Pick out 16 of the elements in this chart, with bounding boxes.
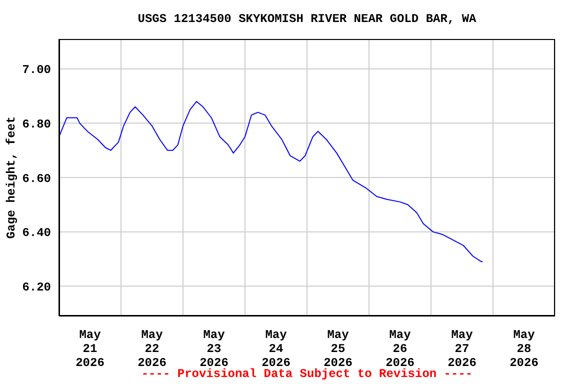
x-tick-label: May 28 2026 [510,328,538,370]
y-tick-label: 6.60 [22,172,51,186]
y-tick-label: 7.00 [22,63,51,78]
y-tick-label: 6.80 [22,117,51,132]
x-tick-label: May 22 2026 [138,328,166,370]
x-tick-label: May 26 2026 [386,328,414,370]
y-tick-label: 6.20 [22,280,51,294]
line-series [59,100,484,262]
y-tick-label: 6.40 [22,226,51,240]
x-tick-label: May 23 2026 [200,328,228,370]
y-axis-title: Gage height, feet [4,116,18,239]
x-tick-label: May 27 2026 [448,328,476,370]
chart-title: USGS 12134500 SKYKOMISH RIVER NEAR GOLD BAR, WA [136,12,478,26]
text: ---- Provisional Data Subject to Revision ---- [141,367,473,381]
x-tick-label: May 21 2026 [76,328,104,370]
x-tick-label: May 24 2026 [262,328,290,370]
